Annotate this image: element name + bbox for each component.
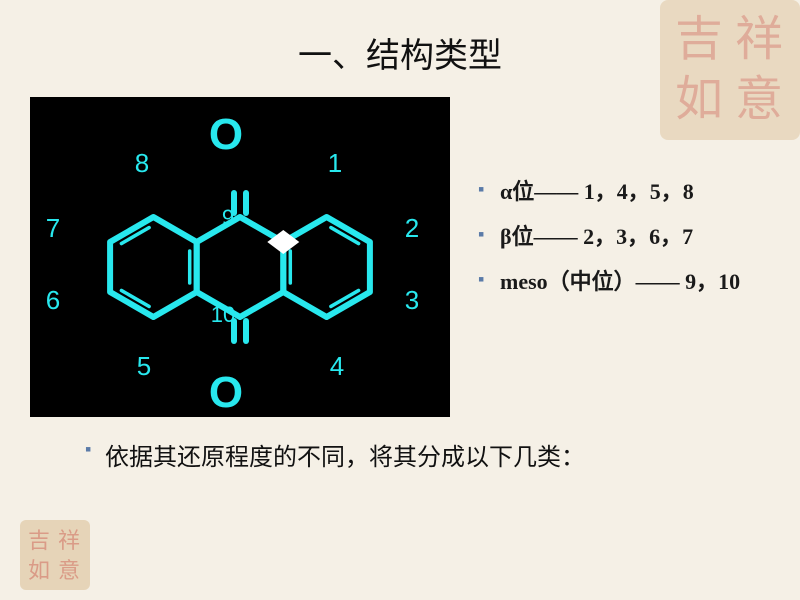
svg-text:吉: 吉 xyxy=(28,528,50,553)
svg-text:7: 7 xyxy=(46,213,60,243)
svg-text:2: 2 xyxy=(405,213,419,243)
watermark-top-right: 吉 祥 如 意 xyxy=(660,0,800,140)
svg-text:如: 如 xyxy=(675,73,723,126)
svg-text:意: 意 xyxy=(735,73,783,126)
svg-text:祥: 祥 xyxy=(58,528,80,553)
bullet-meso: meso（中位）—— 9，10 xyxy=(478,267,760,298)
footer-text: 依据其还原程度的不同，将其分成以下几类： xyxy=(0,417,800,472)
svg-text:5: 5 xyxy=(137,351,151,381)
watermark-bottom-left: 吉祥 如意 xyxy=(20,520,90,590)
bullet-beta: β位—— 2，3，6，7 xyxy=(478,222,760,253)
svg-text:4: 4 xyxy=(330,351,344,381)
svg-text:6: 6 xyxy=(46,285,60,315)
molecule-diagram: O O 1 2 3 4 5 6 7 8 9 10 xyxy=(30,97,450,417)
svg-text:10: 10 xyxy=(211,302,235,327)
svg-text:3: 3 xyxy=(405,285,419,315)
svg-text:吉: 吉 xyxy=(675,13,723,66)
svg-text:如: 如 xyxy=(28,558,50,583)
svg-text:意: 意 xyxy=(58,558,80,583)
svg-text:1: 1 xyxy=(328,148,342,178)
svg-text:祥: 祥 xyxy=(735,13,783,66)
svg-text:O: O xyxy=(209,110,243,159)
svg-text:9: 9 xyxy=(222,205,234,230)
bullet-alpha: α位—— 1，4，5，8 xyxy=(478,177,760,208)
svg-text:O: O xyxy=(209,368,243,417)
svg-text:8: 8 xyxy=(135,148,149,178)
